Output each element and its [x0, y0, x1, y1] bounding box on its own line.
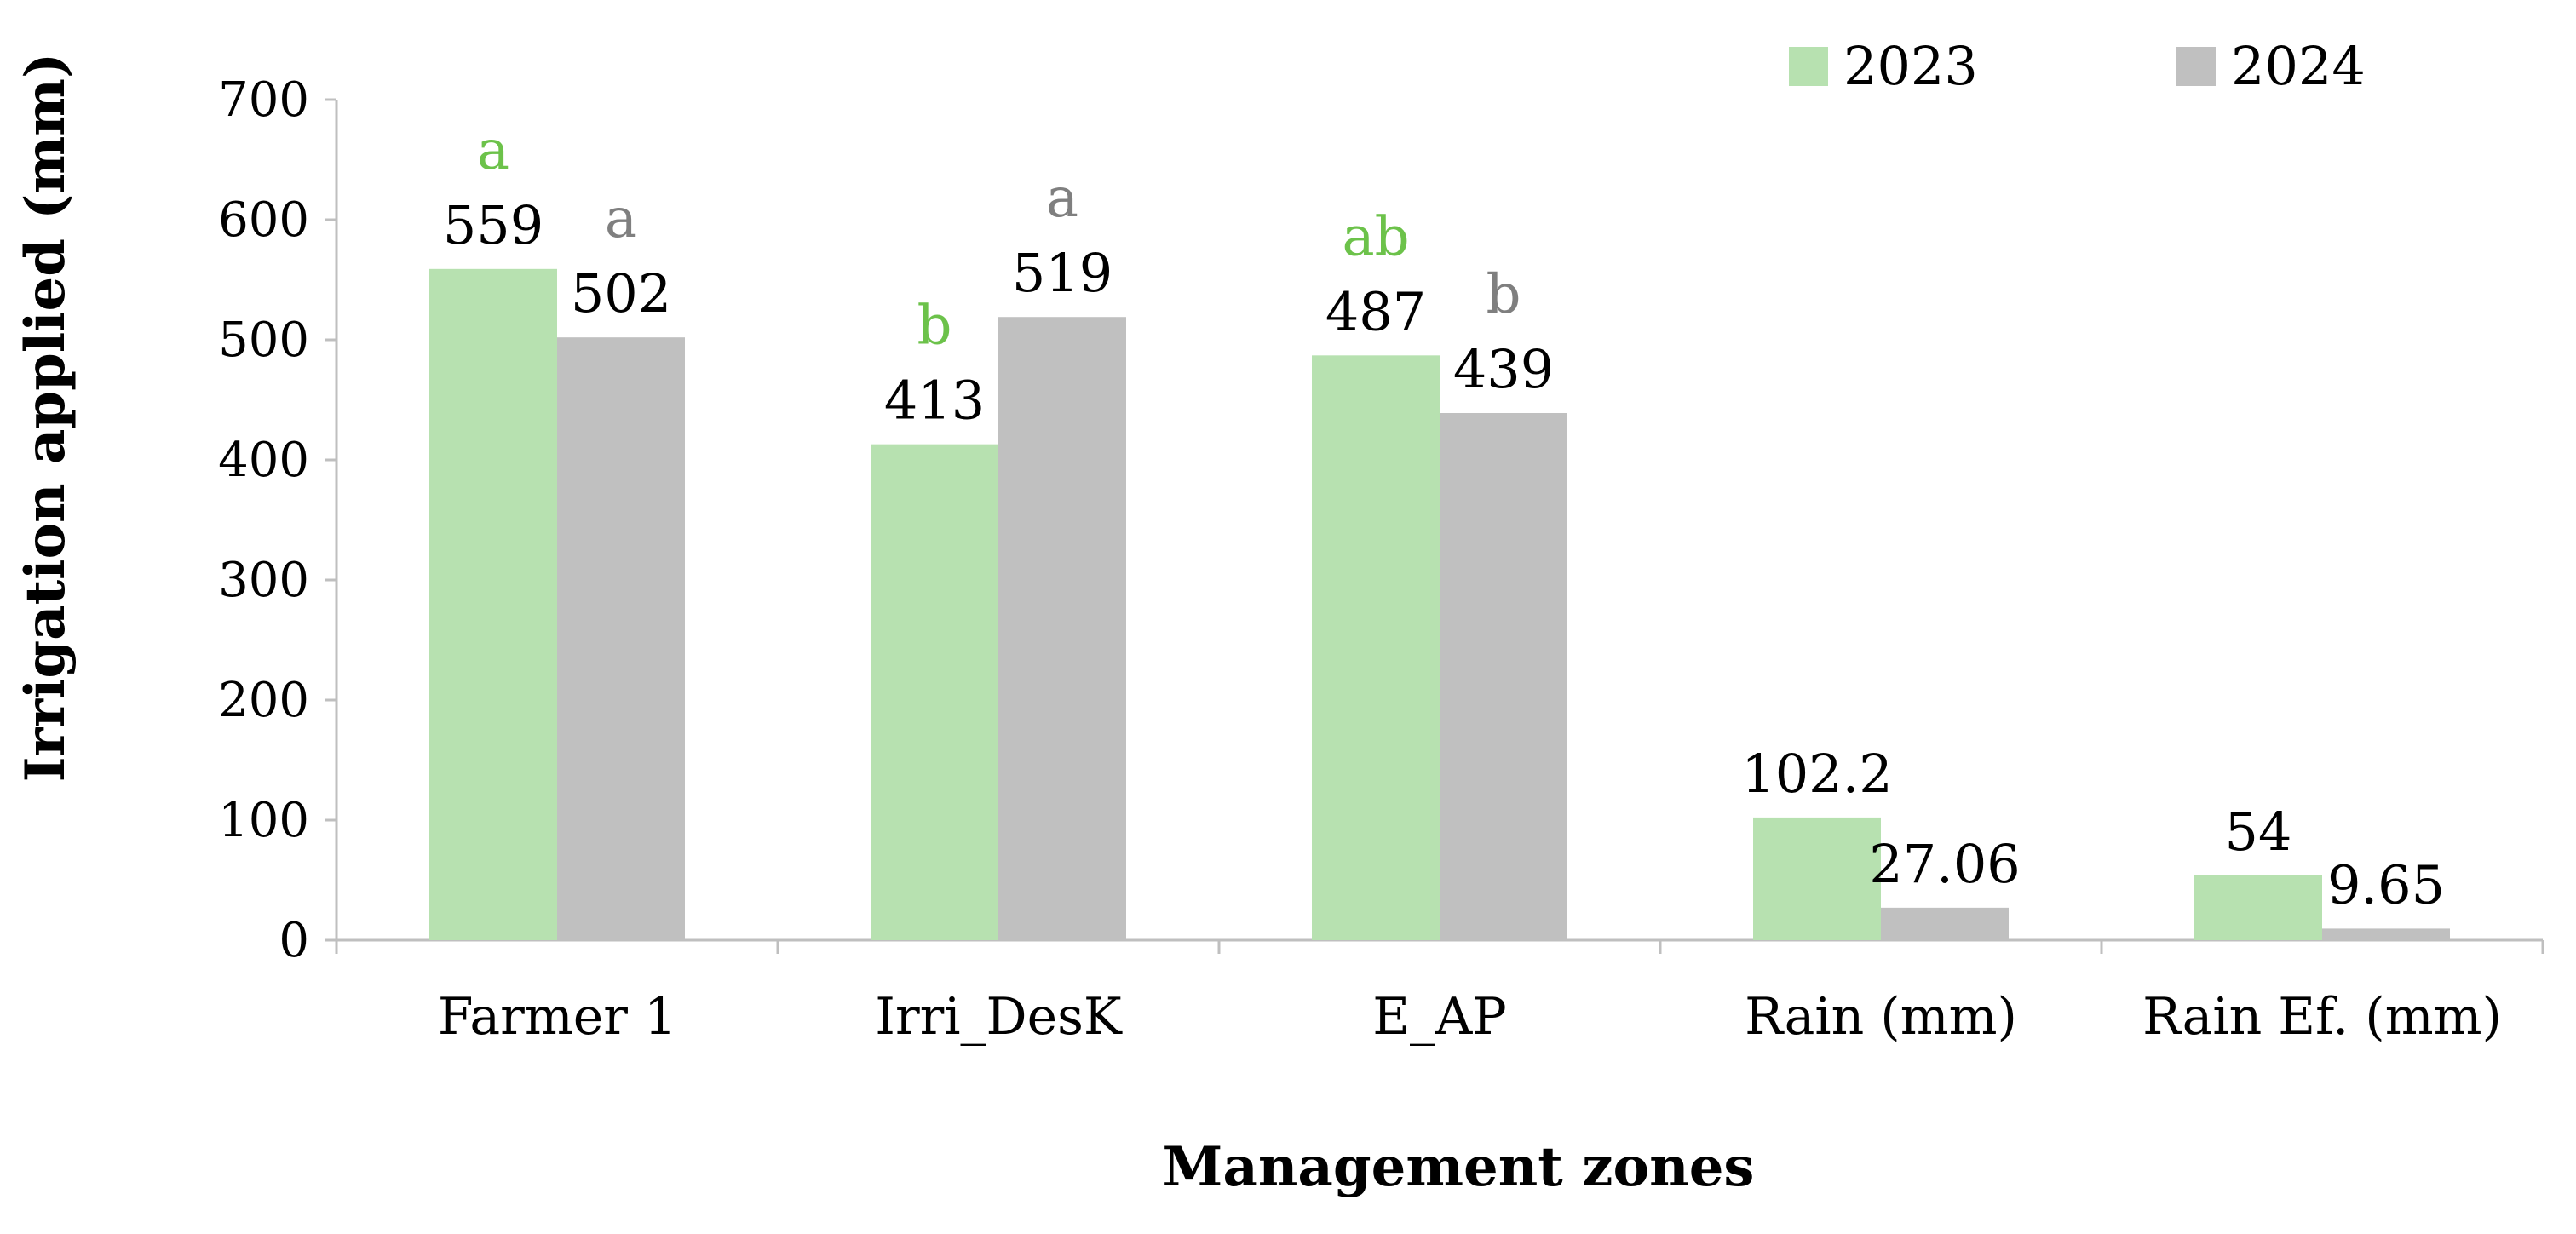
bar-2023-2: [1312, 355, 1440, 941]
y-tick-label: 300: [218, 553, 309, 608]
bar-2024-0: [557, 337, 685, 940]
y-tick-label: 0: [279, 913, 309, 968]
legend-swatch-2024: [2176, 47, 2216, 86]
bar-2024-4: [2322, 928, 2450, 940]
y-axis: 0 100 200 300 400 500 600 700: [218, 72, 338, 968]
value-label: 413: [884, 370, 985, 432]
x-category-label: Rain Ef. (mm): [2142, 987, 2502, 1047]
significance-letter: b: [1486, 263, 1521, 326]
y-tick-label: 700: [218, 72, 309, 128]
legend-label: 2023: [1843, 35, 1978, 97]
x-category-label: Irri_DesK: [875, 987, 1123, 1047]
value-label: 27.06: [1869, 833, 2021, 895]
data-labels-group: 559 a 413 b 487 ab 102.2 54 502 a 519 a 439 b 27.06 9.6…: [443, 119, 2445, 916]
significance-letter: ab: [1342, 205, 1409, 268]
value-label: 487: [1325, 280, 1426, 342]
bars-group: [429, 268, 2450, 941]
x-category-label: Rain (mm): [1745, 987, 2017, 1047]
y-tick-label: 600: [218, 192, 309, 248]
bar-2024-3: [1881, 907, 2009, 940]
significance-letter: b: [917, 295, 952, 358]
significance-letter: a: [1046, 167, 1078, 230]
legend-label: 2024: [2231, 35, 2366, 97]
bar-2024-1: [998, 317, 1126, 941]
legend: 2023 2024: [1789, 35, 2366, 97]
significance-letter: a: [477, 119, 509, 182]
bar-2024-2: [1440, 413, 1567, 940]
x-category-label: E_AP: [1372, 987, 1507, 1047]
value-label: 439: [1453, 338, 1554, 400]
y-axis-title: Irrigation applied (mm): [14, 53, 78, 783]
value-label: 9.65: [2327, 853, 2445, 915]
value-label: 102.2: [1741, 743, 1893, 805]
x-category-label: Farmer 1: [438, 987, 676, 1047]
y-tick-label: 200: [218, 673, 309, 728]
x-axis: Farmer 1 Irri_DesK E_AP Rain (mm) Rain Ef. (…: [335, 938, 2544, 1047]
bar-2023-4: [2194, 875, 2322, 940]
y-tick-label: 100: [218, 793, 309, 848]
y-tick-label: 500: [218, 313, 309, 368]
value-label: 54: [2225, 801, 2292, 863]
significance-letter: a: [605, 187, 637, 250]
y-tick-label: 400: [218, 433, 309, 488]
value-label: 559: [443, 194, 543, 256]
value-label: 519: [1012, 242, 1113, 304]
value-label: 502: [571, 262, 671, 324]
bar-2023-0: [429, 268, 557, 940]
legend-swatch-2023: [1789, 47, 1828, 86]
bar-2023-1: [871, 444, 998, 940]
bar-2023-3: [1753, 817, 1881, 940]
x-axis-title: Management zones: [1163, 1135, 1755, 1199]
